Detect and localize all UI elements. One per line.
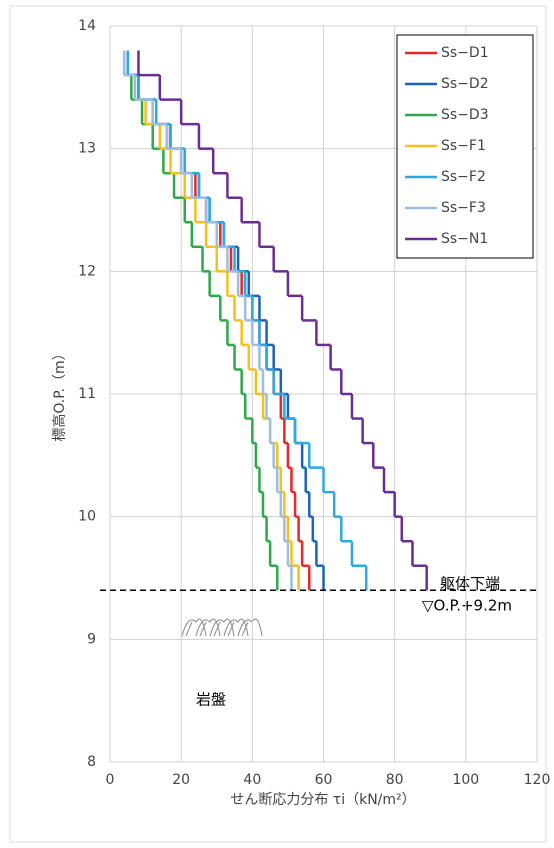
series: [126, 50, 368, 591]
series: [122, 50, 293, 591]
y-tick-label: 11: [78, 386, 96, 402]
y-tick-label: 10: [78, 509, 96, 525]
y-tick-label: 8: [87, 754, 96, 770]
y-tick-label: 9: [87, 631, 96, 647]
x-tick-label: 20: [172, 772, 190, 788]
y-axis-label: 標高O.P.（m）: [51, 346, 68, 441]
x-tick-label: 80: [386, 772, 404, 788]
legend-label: Ss−D2: [441, 76, 489, 92]
rock-hatch: [181, 618, 263, 637]
x-tick-label: 40: [243, 772, 261, 788]
x-axis-label: せん断応力分布 τi（kN/m²）: [230, 792, 415, 808]
x-tick-label: 60: [315, 772, 333, 788]
annotation: 躯体下端: [440, 575, 500, 593]
annotation: ▽O.P.+9.2m: [422, 597, 512, 615]
series: [122, 50, 300, 591]
x-tick-label: 100: [452, 772, 479, 788]
legend-label: Ss−F3: [441, 200, 486, 216]
legend-label: Ss−D1: [441, 45, 489, 61]
legend-label: Ss−D3: [441, 107, 489, 123]
annotation: 岩盤: [196, 691, 226, 709]
legend-label: Ss−F1: [441, 138, 486, 154]
y-tick-label: 14: [78, 18, 96, 34]
x-tick-label: 120: [524, 772, 551, 788]
legend-label: Ss−N1: [441, 231, 488, 247]
y-tick-label: 12: [78, 263, 96, 279]
x-tick-label: 0: [106, 772, 115, 788]
y-tick-label: 13: [78, 141, 96, 157]
series: [137, 50, 428, 591]
legend-label: Ss−F2: [441, 169, 486, 185]
frame: [9, 5, 547, 843]
